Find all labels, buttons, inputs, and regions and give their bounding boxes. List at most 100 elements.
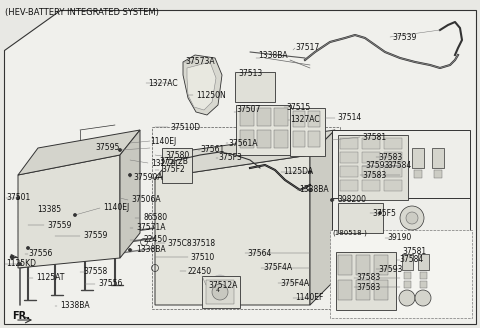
Text: 37517: 37517 [295,43,319,51]
Polygon shape [18,155,120,268]
Circle shape [19,263,21,265]
Bar [330,230,472,318]
Text: 37593: 37593 [365,161,389,171]
Bar [384,138,402,149]
Text: 37559: 37559 [47,220,72,230]
Bar [338,280,352,300]
Text: 37595: 37595 [95,144,120,153]
Text: 37556: 37556 [98,279,122,289]
Bar [206,280,234,304]
Bar [274,108,288,126]
Text: 375F3: 375F3 [218,154,242,162]
Text: 37561: 37561 [200,146,224,154]
Text: 37506A: 37506A [131,195,161,204]
Polygon shape [18,130,140,175]
Bar [290,108,325,156]
Polygon shape [120,130,140,258]
Bar [362,138,380,149]
Bar [336,252,396,310]
Bar [420,281,427,288]
Text: 37583: 37583 [356,274,380,282]
Text: 37584: 37584 [399,256,423,264]
Circle shape [74,214,76,216]
Text: 1125KD: 1125KD [6,259,36,269]
Text: 375F2B: 375F2B [159,156,188,166]
Text: 22450: 22450 [188,266,212,276]
Bar [338,203,383,233]
Text: 375C8: 375C8 [167,238,192,248]
Bar [202,276,240,308]
Text: 37573A: 37573A [185,57,215,67]
Text: 375F4A: 375F4A [263,263,292,273]
Text: 37584: 37584 [387,161,411,171]
Text: 398200: 398200 [337,195,366,204]
Bar [412,148,424,168]
Bar [404,272,411,279]
Text: 1125AT: 1125AT [36,274,64,282]
Bar [402,254,413,270]
Bar [236,105,291,155]
Text: 13385: 13385 [37,206,61,215]
Polygon shape [155,130,335,178]
Bar [332,130,470,218]
Bar [340,138,358,149]
Bar [404,281,411,288]
Bar [162,148,192,183]
Text: 37513: 37513 [238,69,262,77]
Bar [414,170,422,178]
Bar [257,108,271,126]
Bar [418,254,429,270]
Text: 1338BA: 1338BA [258,51,288,60]
Bar [308,131,320,147]
Bar [362,180,380,191]
Text: 37507: 37507 [236,106,260,114]
Text: FR.: FR. [12,311,30,321]
Circle shape [212,284,228,300]
Text: 1140EJ: 1140EJ [150,136,176,146]
Text: 37556: 37556 [28,250,52,258]
Bar [420,272,427,279]
Circle shape [129,249,131,251]
Text: 1327AC: 1327AC [148,78,178,88]
Text: 11250N: 11250N [196,91,226,99]
Text: 37510: 37510 [190,253,214,261]
Text: 37539: 37539 [392,32,416,42]
Circle shape [415,290,431,306]
Text: 37583: 37583 [378,153,402,161]
Bar [384,152,402,163]
Bar [274,130,288,148]
Circle shape [11,256,13,258]
Text: (180518-): (180518-) [332,230,367,236]
Text: 22450: 22450 [143,236,167,244]
Circle shape [406,212,418,224]
Bar [257,130,271,148]
Text: 37581: 37581 [402,248,426,256]
Text: 1327AC: 1327AC [151,158,180,168]
Text: 37580: 37580 [165,152,189,160]
Circle shape [399,290,415,306]
Bar [332,198,470,238]
Bar [374,255,388,275]
Text: 37561A: 37561A [228,138,257,148]
Text: 375F2: 375F2 [161,166,185,174]
Text: 1338BA: 1338BA [136,245,166,255]
Text: 39190: 39190 [387,234,411,242]
Text: 86580: 86580 [143,214,167,222]
Text: 37564: 37564 [247,249,271,257]
Text: 37583: 37583 [356,282,380,292]
Text: 37518: 37518 [191,238,215,248]
Bar [356,255,370,275]
Bar [434,170,442,178]
Text: 1140EF: 1140EF [295,294,324,302]
Text: 37571A: 37571A [136,223,166,233]
Text: 4: 4 [216,289,220,294]
Circle shape [27,247,29,249]
Text: 1327AC: 1327AC [290,115,320,125]
Circle shape [309,171,311,173]
Ellipse shape [213,275,227,285]
Text: 375F5: 375F5 [372,209,396,217]
Bar [338,135,408,200]
Bar [293,111,305,127]
Text: 37559: 37559 [83,232,108,240]
Polygon shape [183,55,222,115]
